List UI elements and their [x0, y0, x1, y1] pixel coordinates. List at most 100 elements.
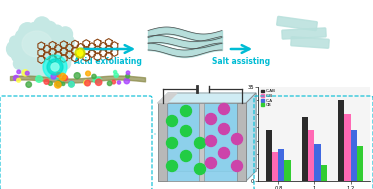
- Polygon shape: [158, 93, 256, 103]
- Circle shape: [47, 59, 63, 75]
- Bar: [158, 103, 167, 181]
- Y-axis label: Electrosorption capacity (mg g⁻¹): Electrosorption capacity (mg g⁻¹): [242, 98, 246, 170]
- Bar: [314, 144, 320, 181]
- Circle shape: [232, 133, 242, 145]
- Circle shape: [117, 81, 120, 84]
- Circle shape: [86, 71, 90, 76]
- Circle shape: [13, 75, 19, 81]
- Circle shape: [52, 25, 63, 36]
- Circle shape: [58, 27, 72, 41]
- Circle shape: [19, 60, 35, 76]
- Bar: [351, 130, 357, 181]
- Circle shape: [17, 78, 21, 82]
- Bar: [278, 149, 285, 181]
- Circle shape: [43, 63, 57, 77]
- Circle shape: [17, 70, 21, 74]
- Circle shape: [19, 23, 36, 40]
- Circle shape: [206, 114, 216, 125]
- Circle shape: [62, 75, 68, 81]
- Circle shape: [48, 81, 52, 85]
- Circle shape: [57, 41, 73, 57]
- Legend: C-AB, C-B, C-A, CB: C-AB, C-B, C-A, CB: [261, 89, 276, 108]
- Circle shape: [56, 81, 62, 87]
- Bar: [237, 103, 246, 181]
- Circle shape: [10, 36, 20, 46]
- Text: Acid exfoliating: Acid exfoliating: [74, 57, 142, 66]
- Polygon shape: [246, 93, 256, 181]
- Circle shape: [166, 138, 178, 149]
- Circle shape: [194, 163, 206, 174]
- Circle shape: [44, 79, 49, 84]
- Circle shape: [206, 136, 216, 146]
- Circle shape: [29, 22, 40, 33]
- Circle shape: [54, 81, 61, 88]
- Circle shape: [35, 63, 49, 77]
- Circle shape: [92, 74, 96, 79]
- Circle shape: [7, 40, 24, 58]
- Circle shape: [181, 105, 191, 116]
- Circle shape: [166, 115, 178, 126]
- Circle shape: [114, 73, 118, 77]
- Circle shape: [59, 73, 66, 80]
- Bar: [338, 100, 344, 181]
- Bar: [308, 130, 314, 181]
- FancyBboxPatch shape: [277, 16, 317, 31]
- Circle shape: [219, 104, 229, 115]
- Bar: [199, 103, 204, 181]
- FancyBboxPatch shape: [291, 37, 329, 48]
- Circle shape: [126, 74, 129, 78]
- Circle shape: [25, 71, 29, 75]
- Circle shape: [219, 147, 229, 159]
- Circle shape: [75, 48, 85, 58]
- Circle shape: [58, 57, 70, 70]
- Circle shape: [36, 76, 43, 82]
- Bar: [320, 165, 327, 181]
- Circle shape: [51, 63, 59, 71]
- Circle shape: [62, 82, 65, 85]
- Circle shape: [51, 74, 56, 79]
- Bar: [168, 93, 256, 171]
- Circle shape: [12, 48, 26, 63]
- Ellipse shape: [13, 23, 71, 75]
- Circle shape: [59, 34, 74, 50]
- FancyBboxPatch shape: [282, 28, 326, 39]
- Circle shape: [77, 50, 83, 56]
- Circle shape: [112, 80, 116, 84]
- Circle shape: [74, 73, 80, 79]
- Circle shape: [95, 77, 101, 83]
- Circle shape: [166, 160, 178, 171]
- Circle shape: [16, 30, 29, 43]
- Circle shape: [61, 50, 73, 62]
- Circle shape: [26, 82, 31, 87]
- Circle shape: [93, 77, 98, 83]
- Circle shape: [114, 70, 117, 74]
- Circle shape: [194, 138, 206, 149]
- Circle shape: [206, 157, 216, 169]
- Circle shape: [48, 59, 65, 75]
- Circle shape: [84, 80, 89, 85]
- Bar: [357, 146, 363, 181]
- Circle shape: [69, 81, 74, 87]
- Circle shape: [22, 70, 28, 76]
- Circle shape: [34, 17, 50, 33]
- Bar: [158, 103, 246, 181]
- Circle shape: [107, 81, 112, 86]
- Circle shape: [56, 73, 61, 77]
- Bar: [285, 160, 291, 181]
- Circle shape: [219, 123, 229, 135]
- Circle shape: [57, 72, 62, 77]
- Bar: [266, 130, 272, 181]
- Circle shape: [181, 125, 191, 136]
- Circle shape: [43, 21, 57, 35]
- Circle shape: [43, 55, 67, 79]
- Text: Salt assisting: Salt assisting: [212, 57, 270, 66]
- Polygon shape: [158, 93, 177, 103]
- Circle shape: [126, 71, 130, 74]
- Circle shape: [27, 65, 41, 78]
- Bar: [302, 117, 308, 181]
- Ellipse shape: [22, 31, 52, 57]
- Bar: [344, 114, 351, 181]
- Bar: [272, 152, 278, 181]
- Circle shape: [69, 81, 74, 87]
- Circle shape: [95, 79, 102, 85]
